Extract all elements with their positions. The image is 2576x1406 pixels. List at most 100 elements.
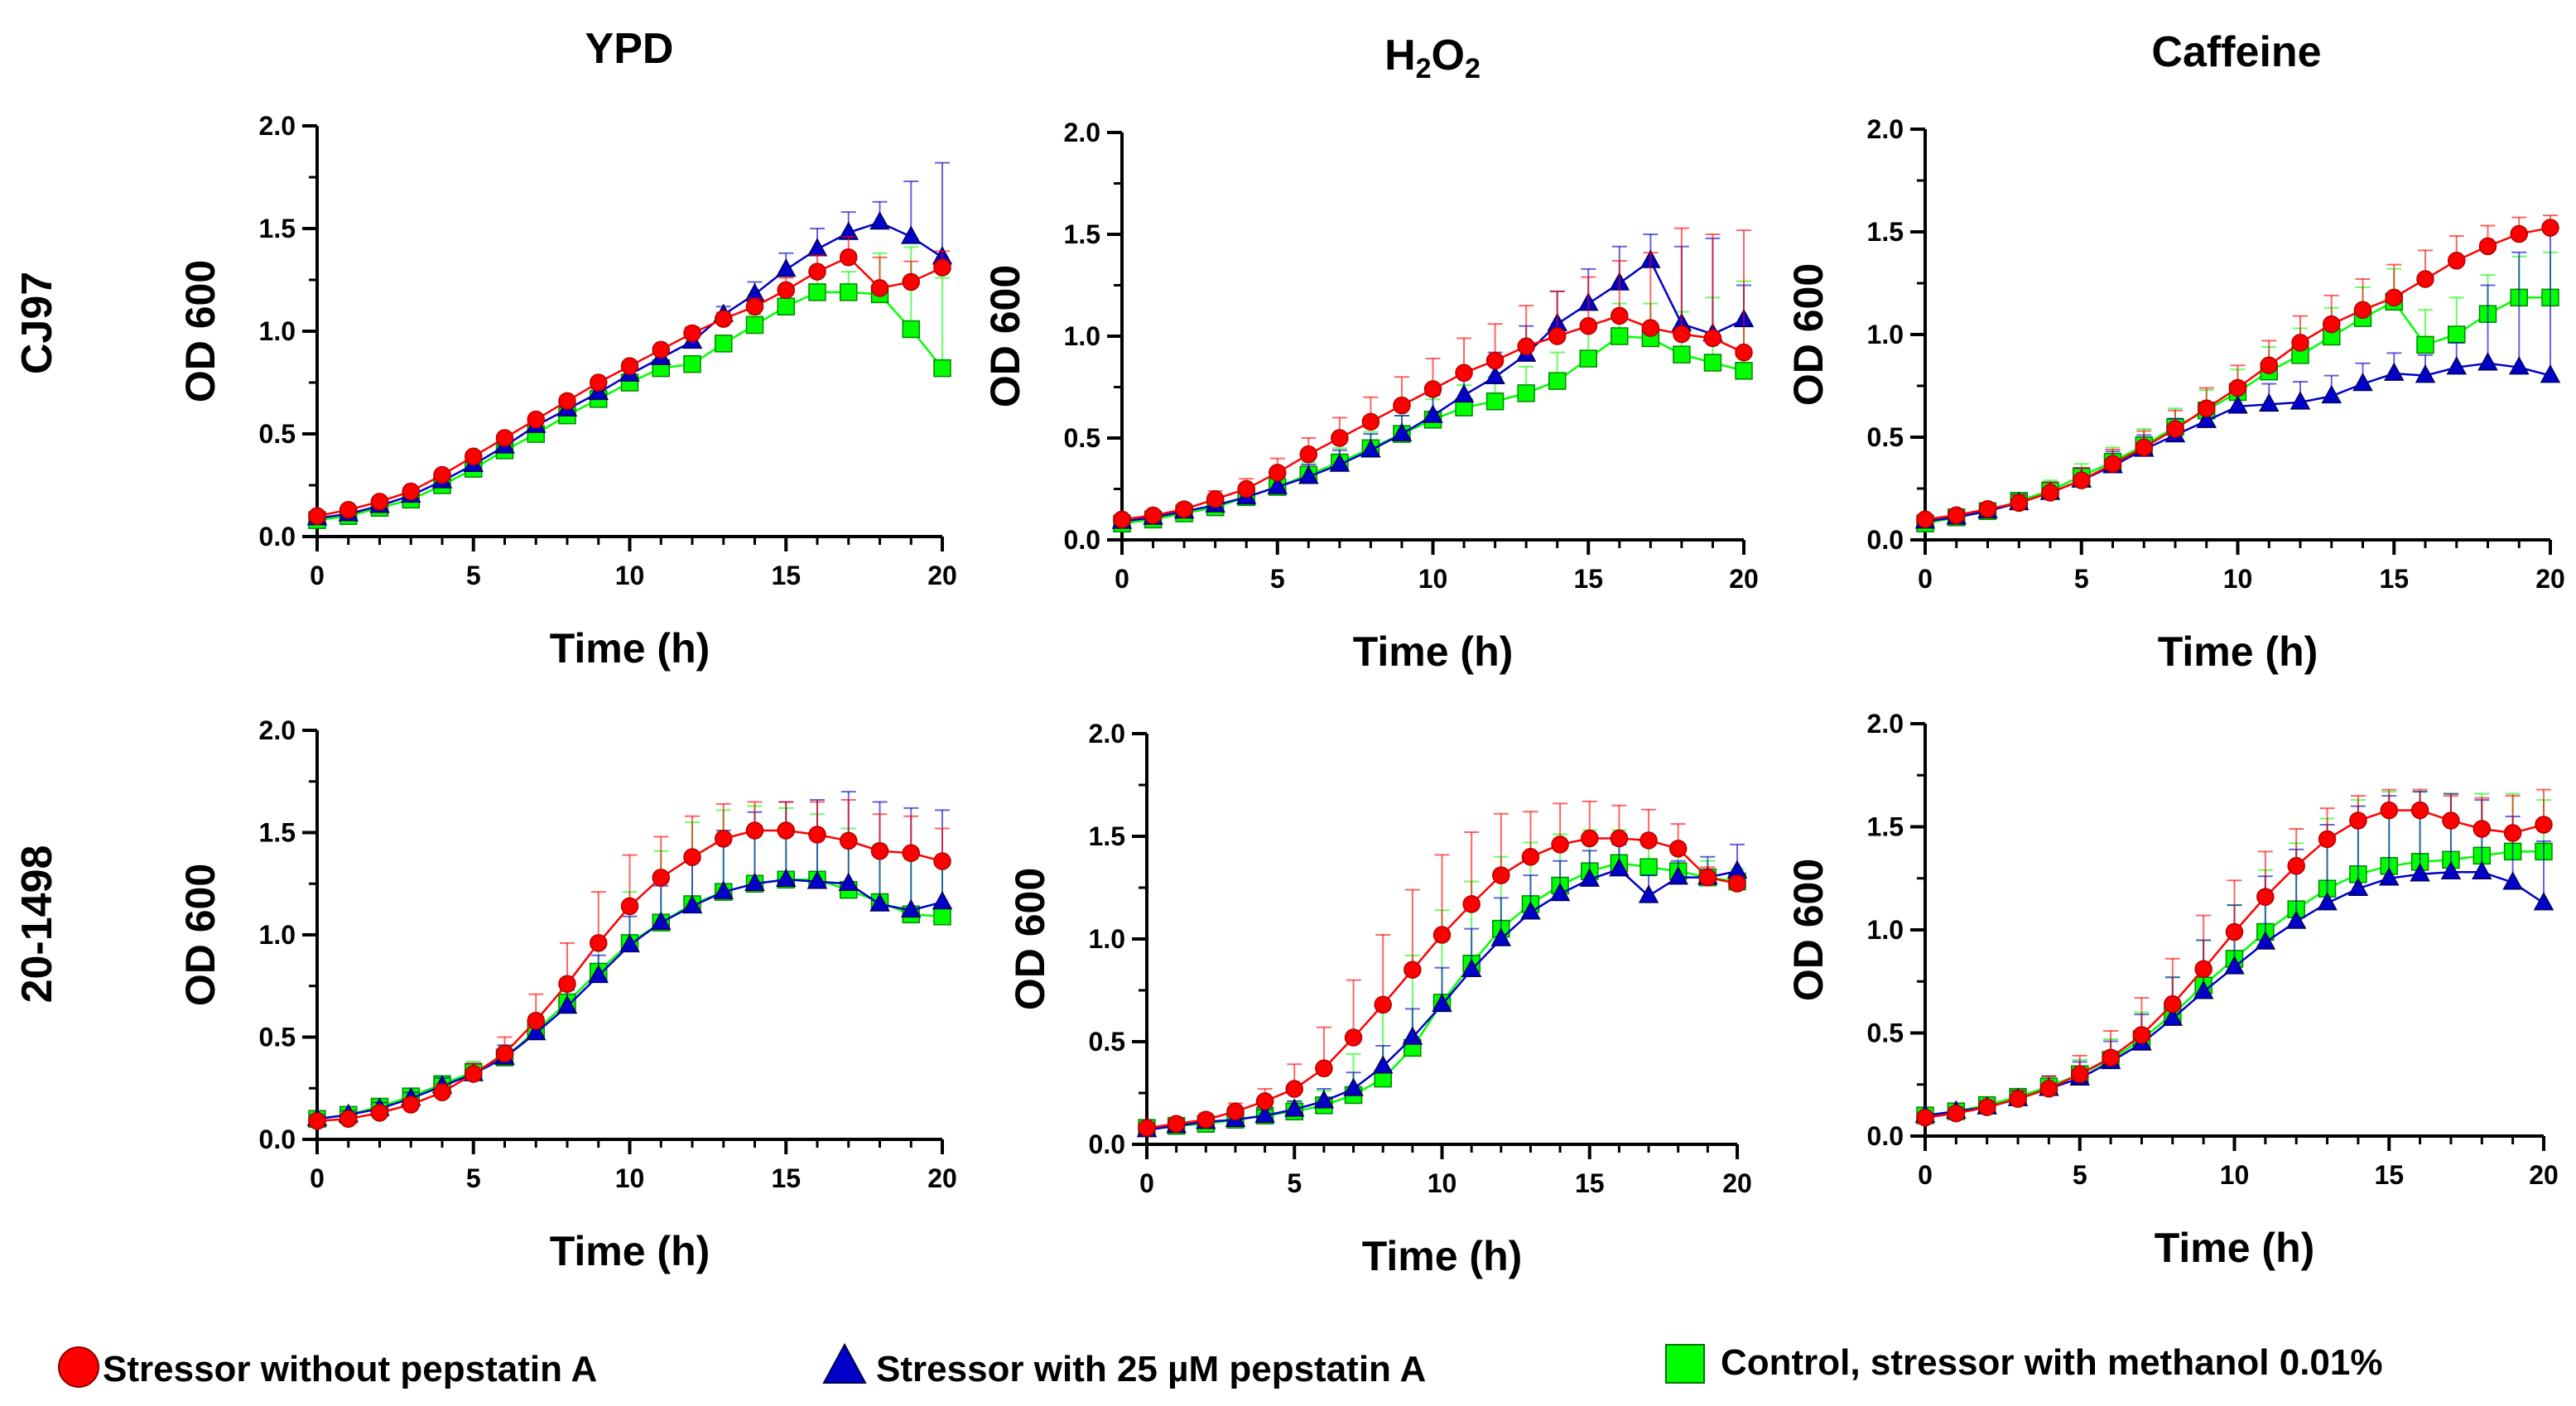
data-point <box>900 898 922 918</box>
data-point <box>840 248 858 267</box>
data-point <box>1255 1092 1274 1110</box>
data-point <box>840 831 858 850</box>
series-circle <box>1113 227 1753 529</box>
data-point <box>1269 464 1287 482</box>
data-point <box>590 373 608 392</box>
data-point <box>807 238 828 257</box>
data-point <box>1331 429 1349 447</box>
data-point <box>2535 816 2553 834</box>
x-tick-label: 5 <box>1287 1168 1302 1198</box>
data-point <box>2255 931 2276 950</box>
data-point <box>2132 1026 2151 1044</box>
series-circle <box>308 798 951 1130</box>
y-tick-label: 1.5 <box>259 818 296 848</box>
data-point <box>2073 471 2091 489</box>
data-point <box>370 493 389 511</box>
x-tick-label: 20 <box>1722 1168 1752 1198</box>
data-point <box>1581 829 1599 848</box>
y-tick-label: 1.0 <box>1064 321 1100 351</box>
chart-panel-5: 0.0 0.5 1.0 1.5 2.0 0 5 10 15 20 Time (h) OD 600 <box>1007 719 1752 1279</box>
data-point <box>1978 500 1997 518</box>
x-tick-label: 5 <box>2074 564 2089 594</box>
y-tick-label: 0.5 <box>259 1023 296 1052</box>
data-point <box>1579 349 1597 368</box>
data-point <box>902 320 920 339</box>
x-tick-label: 0 <box>310 1163 325 1193</box>
x-tick-label: 0 <box>1918 564 1933 594</box>
y-tick-label: 0.0 <box>1867 1121 1904 1151</box>
series-triangle <box>1136 843 1748 1138</box>
y-axis-label: OD 600 <box>177 864 224 1006</box>
data-point <box>1423 404 1443 423</box>
column-title-ypd: YPD <box>585 25 674 73</box>
y-tick-label: 0.0 <box>259 1124 296 1154</box>
data-point <box>1374 995 1392 1014</box>
data-point <box>2041 484 2059 502</box>
data-point <box>2225 922 2244 941</box>
data-point <box>619 933 640 953</box>
data-point <box>900 225 922 244</box>
x-tick-label: 10 <box>1418 564 1448 594</box>
data-point <box>745 315 764 335</box>
data-point <box>556 994 578 1014</box>
y-tick-label: 2.0 <box>1867 709 1904 739</box>
data-point <box>1948 506 1966 524</box>
data-point <box>683 324 701 343</box>
data-point <box>2347 877 2369 896</box>
y-tick-label: 0.0 <box>1064 525 1100 555</box>
series-square <box>308 805 951 1129</box>
data-point <box>1462 895 1481 913</box>
data-point <box>2533 892 2554 911</box>
data-point <box>2290 391 2311 410</box>
data-point <box>2039 1079 2058 1098</box>
y-tick-label: 0.5 <box>259 419 296 449</box>
data-point <box>777 281 795 300</box>
data-point <box>2071 1065 2089 1084</box>
series-circle <box>1916 214 2559 528</box>
x-axis-label: Time (h) <box>2158 628 2318 675</box>
y-tick-label: 2.0 <box>1064 118 1100 147</box>
data-point <box>465 447 483 466</box>
data-point <box>1175 500 1193 518</box>
data-point <box>1453 383 1475 403</box>
data-point <box>1668 866 1688 885</box>
data-point <box>339 501 358 519</box>
data-point <box>1638 884 1659 903</box>
y-tick-label: 0.0 <box>1867 525 1904 555</box>
data-point <box>652 340 670 359</box>
series-circle <box>1916 788 2553 1127</box>
x-tick-label: 15 <box>771 1163 801 1193</box>
data-point <box>933 852 951 870</box>
data-point <box>620 897 639 916</box>
data-point <box>2162 1007 2184 1026</box>
data-point <box>1343 1077 1364 1096</box>
data-point <box>1361 412 1380 431</box>
data-point <box>402 1095 420 1114</box>
data-point <box>1639 831 1658 850</box>
y-tick-label: 1.0 <box>259 316 296 346</box>
data-point <box>1226 1102 1245 1121</box>
x-axis-label: Time (h) <box>550 625 710 672</box>
data-point <box>870 279 889 297</box>
data-point <box>2385 288 2403 307</box>
data-point <box>2353 301 2372 319</box>
row-label-20-1498: 20-1498 <box>13 845 61 1004</box>
y-tick-label: 0.5 <box>1867 1018 1904 1048</box>
data-point <box>495 1044 514 1063</box>
data-point <box>808 826 826 844</box>
data-point <box>2352 372 2373 392</box>
data-point <box>1668 840 1688 858</box>
legend-label-blue: Stressor with 25 µM pepstatin A <box>876 1349 1426 1389</box>
series-circle <box>308 235 951 525</box>
data-point <box>1609 858 1630 877</box>
data-point <box>2416 335 2434 354</box>
data-point <box>1254 1104 1275 1124</box>
data-point <box>869 893 890 912</box>
data-point <box>590 934 608 952</box>
data-point <box>715 310 733 328</box>
x-tick-label: 10 <box>1428 1168 1457 1198</box>
data-point <box>1517 337 1535 356</box>
data-point <box>2198 399 2216 418</box>
data-point <box>1611 306 1629 325</box>
data-point <box>1916 1108 1934 1127</box>
